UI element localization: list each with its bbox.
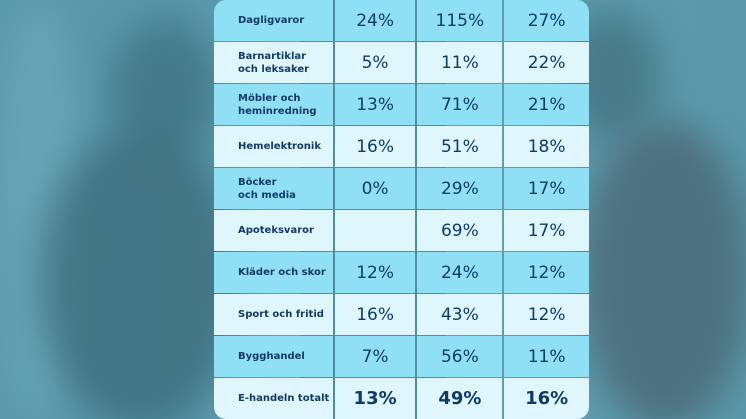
value-cell: 12% xyxy=(334,252,416,293)
value-cell: 12% xyxy=(504,252,589,293)
value-cell: 115% xyxy=(417,0,503,41)
row-label: Barnartiklar och leksaker xyxy=(214,42,333,83)
value-cell: 17% xyxy=(504,168,589,209)
table-row: Bygghandel 7% 56% 11% xyxy=(214,336,589,377)
table-row: Kläder och skor 12% 24% 12% xyxy=(214,252,589,293)
value-cell: 43% xyxy=(417,294,503,335)
value-cell: 11% xyxy=(417,42,503,83)
table-row: Sport och fritid 16% 43% 12% xyxy=(214,294,589,335)
row-label: Böcker och media xyxy=(214,168,333,209)
value-cell: 5% xyxy=(334,42,416,83)
row-label: Hemelektronik xyxy=(214,126,333,167)
table-row: Barnartiklar och leksaker 5% 11% 22% xyxy=(214,42,589,83)
value-cell: 24% xyxy=(417,252,503,293)
value-cell: 56% xyxy=(417,336,503,377)
table-row: Dagligvaror 24% 115% 27% xyxy=(214,0,589,41)
table-row: Böcker och media 0% 29% 17% xyxy=(214,168,589,209)
value-cell: 51% xyxy=(417,126,503,167)
row-label: E-handeln totalt xyxy=(214,378,333,419)
value-cell: 29% xyxy=(417,168,503,209)
value-cell: 16% xyxy=(334,294,416,335)
value-cell xyxy=(334,210,416,251)
row-label: Apoteksvaror xyxy=(214,210,333,251)
value-cell: 18% xyxy=(504,126,589,167)
value-cell: 21% xyxy=(504,84,589,125)
value-cell: 69% xyxy=(417,210,503,251)
row-label: Kläder och skor xyxy=(214,252,333,293)
table-row: Möbler och heminredning 13% 71% 21% xyxy=(214,84,589,125)
value-cell: 27% xyxy=(504,0,589,41)
total-row: E-handeln totalt 13% 49% 16% xyxy=(214,378,589,419)
value-cell: 24% xyxy=(334,0,416,41)
growth-table: Dagligvaror 24% 115% 27% Barnartiklar oc… xyxy=(214,0,589,419)
background-person-right-body xyxy=(580,120,746,419)
value-cell: 16% xyxy=(504,378,589,419)
value-cell: 0% xyxy=(334,168,416,209)
row-label: Sport och fritid xyxy=(214,294,333,335)
row-label: Dagligvaror xyxy=(214,0,333,41)
table-row: Hemelektronik 16% 51% 18% xyxy=(214,126,589,167)
value-cell: 7% xyxy=(334,336,416,377)
value-cell: 17% xyxy=(504,210,589,251)
value-cell: 12% xyxy=(504,294,589,335)
value-cell: 22% xyxy=(504,42,589,83)
value-cell: 13% xyxy=(334,84,416,125)
value-cell: 49% xyxy=(417,378,503,419)
value-cell: 11% xyxy=(504,336,589,377)
row-label: Bygghandel xyxy=(214,336,333,377)
row-label: Möbler och heminredning xyxy=(214,84,333,125)
table-row: Apoteksvaror 69% 17% xyxy=(214,210,589,251)
value-cell: 71% xyxy=(417,84,503,125)
value-cell: 13% xyxy=(334,378,416,419)
background-person-left-body xyxy=(40,130,240,419)
value-cell: 16% xyxy=(334,126,416,167)
